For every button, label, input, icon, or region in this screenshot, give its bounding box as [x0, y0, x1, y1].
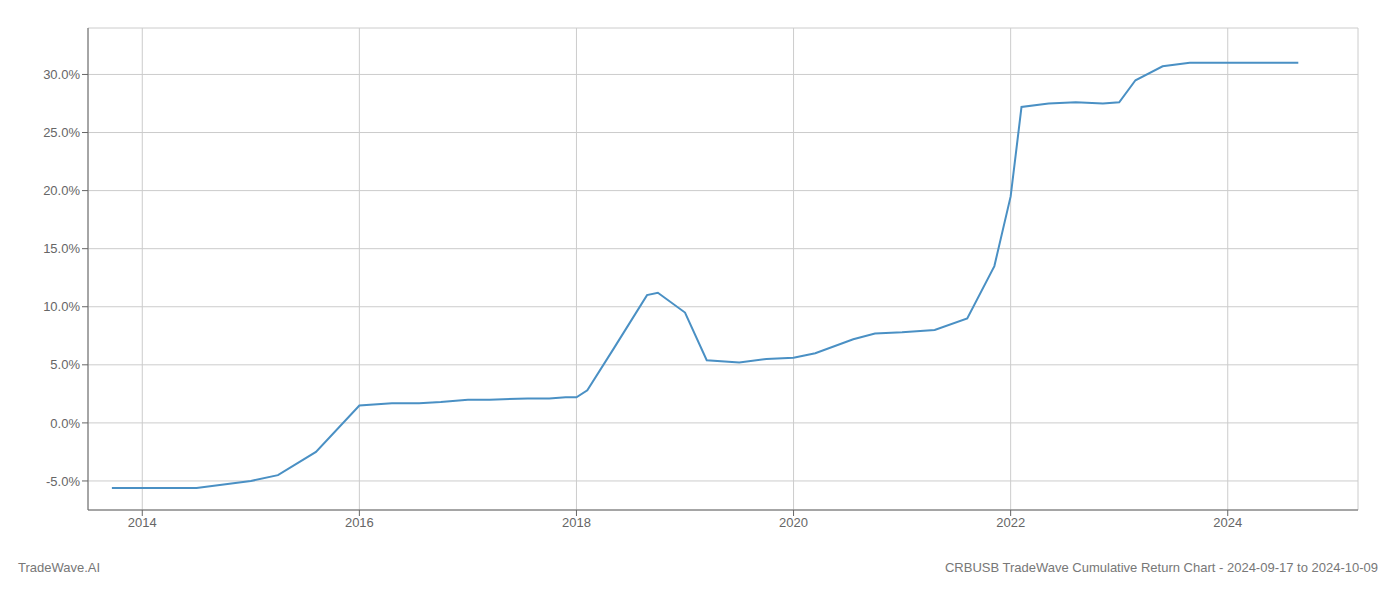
svg-text:25.0%: 25.0% — [43, 125, 80, 140]
html-text:CRBUSB TradeWave Cumulative Re: CRBUSB TradeWave Cumulative Return Chart… — [944, 560, 1378, 575]
svg-text:2020: 2020 — [779, 515, 808, 530]
html-text:TradeWave.AI: TradeWave.AI — [18, 560, 101, 575]
svg-text:2024: 2024 — [1213, 515, 1242, 530]
svg-text:5.0%: 5.0% — [50, 357, 80, 372]
svg-text:2016: 2016 — [345, 515, 374, 530]
svg-text:20.0%: 20.0% — [43, 183, 80, 198]
svg-text:15.0%: 15.0% — [43, 241, 80, 256]
svg-text:2022: 2022 — [996, 515, 1025, 530]
svg-text:0.0%: 0.0% — [50, 416, 80, 431]
svg-text:-5.0%: -5.0% — [46, 474, 80, 489]
svg-text:10.0%: 10.0% — [43, 299, 80, 314]
svg-text:30.0%: 30.0% — [43, 67, 80, 82]
svg-text:2014: 2014 — [128, 515, 157, 530]
svg-text:2018: 2018 — [562, 515, 591, 530]
